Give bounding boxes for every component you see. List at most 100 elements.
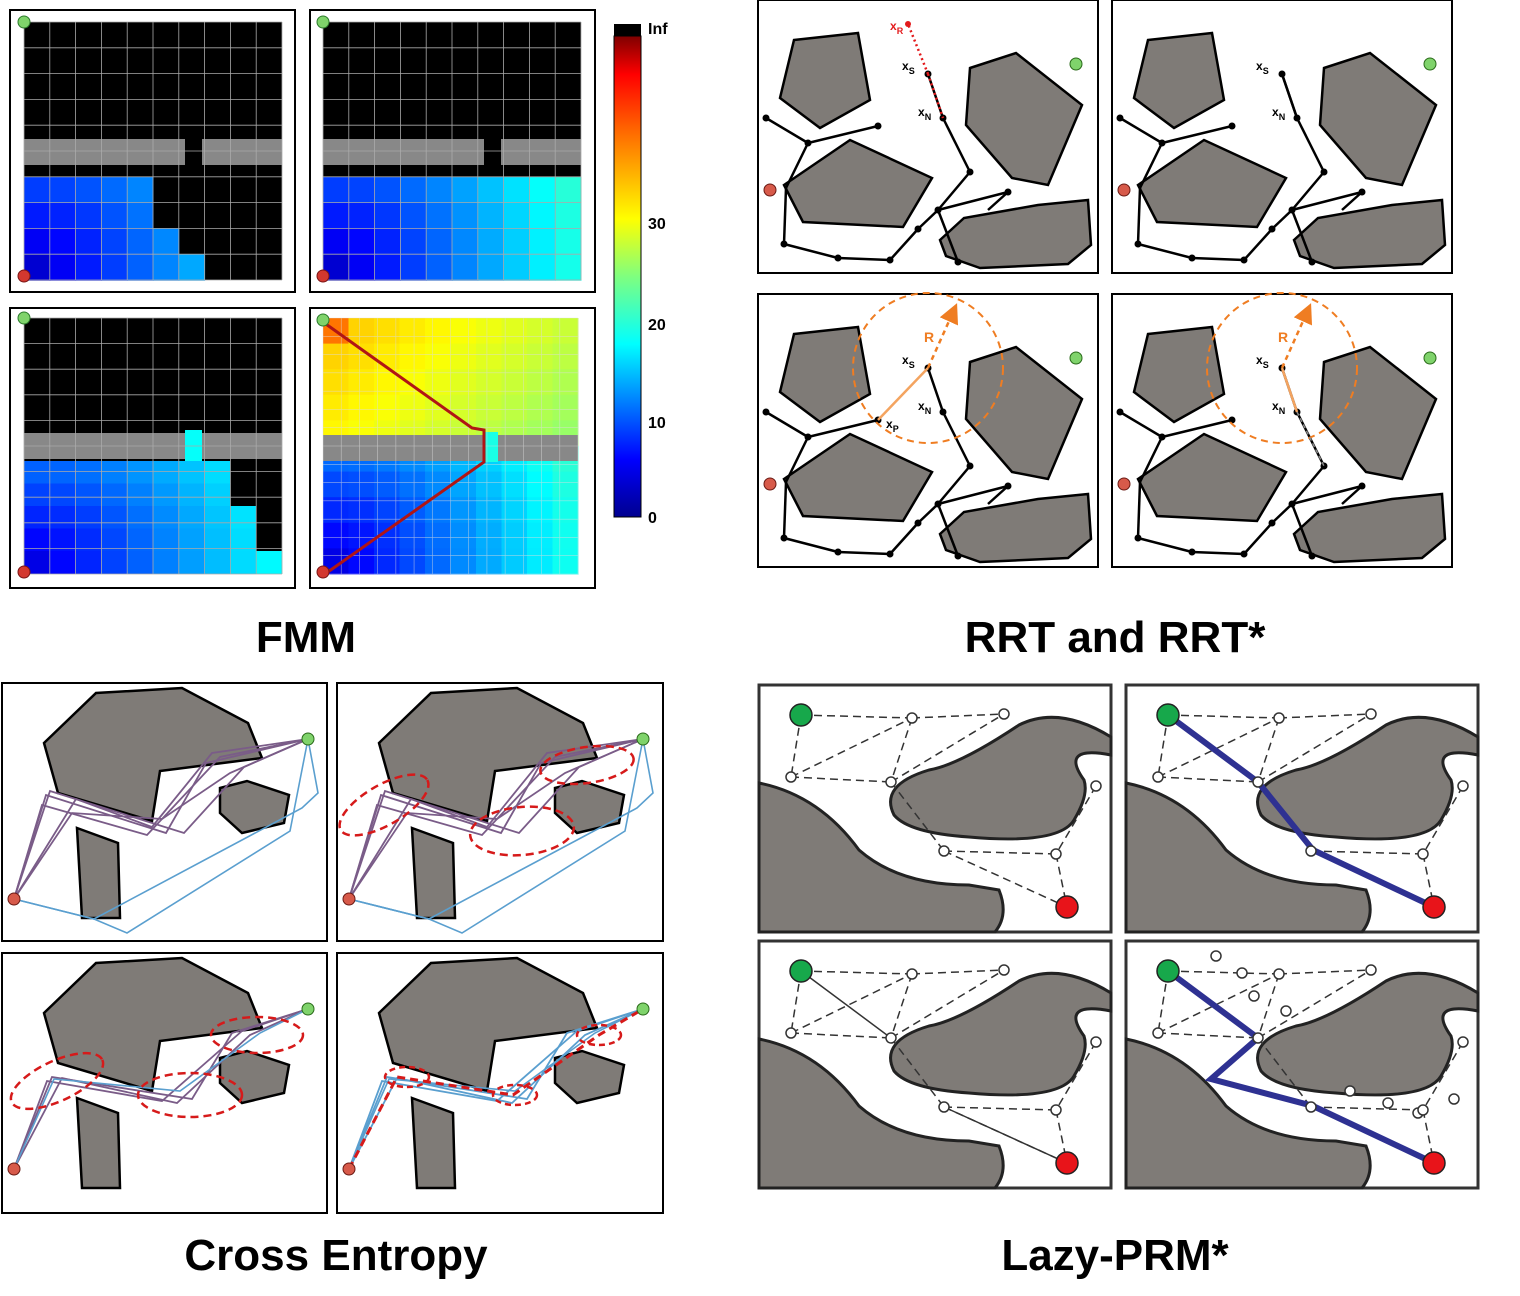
start-marker (1156, 959, 1180, 983)
goal-marker (1055, 895, 1079, 919)
obstacle (1136, 432, 1288, 523)
svg-text:R: R (1278, 329, 1288, 345)
colorbar-tick-30: 30 (648, 216, 666, 233)
fmm-panel-3 (9, 307, 296, 589)
goal-marker (1069, 57, 1083, 71)
roadmap-node (1090, 1036, 1102, 1048)
svg-text:R: R (924, 329, 934, 345)
title-lazy-prm: Lazy-PRM* (1001, 1231, 1229, 1280)
goal-marker (1423, 57, 1437, 71)
roadmap-node (998, 708, 1010, 720)
colorbar-tick-0: 0 (648, 510, 657, 527)
start-marker (17, 311, 31, 325)
roadmap-node (1365, 964, 1377, 976)
start-marker (763, 477, 777, 491)
colorbar-tick-10: 10 (648, 415, 666, 432)
goal-marker (1422, 1151, 1446, 1175)
start-marker (342, 892, 356, 906)
title-rrt: RRT and RRT* (965, 613, 1267, 662)
title-fmm: FMM (256, 613, 356, 662)
cross-entropy-panel-3 (1, 952, 328, 1214)
roadmap-node (998, 964, 1010, 976)
goal-marker (316, 269, 330, 283)
fmm-panel-1 (9, 9, 296, 293)
lazy-prm-panel-1 (757, 683, 1113, 934)
colorbar-tick-inf: Inf (648, 21, 668, 38)
goal-marker (301, 732, 315, 746)
start-marker (1156, 703, 1180, 727)
lazy-prm-panel-4 (1124, 939, 1480, 1190)
obstacle (1136, 138, 1288, 229)
start-marker (7, 892, 21, 906)
roadmap-node (785, 1027, 797, 1039)
goal-marker (636, 732, 650, 746)
start-marker (1117, 183, 1131, 197)
cross-entropy-panel-2 (336, 682, 664, 942)
lazy-prm-panel-2 (1124, 683, 1480, 934)
obstacle (1132, 31, 1226, 130)
goal-marker (1069, 351, 1083, 365)
start-marker (7, 1162, 21, 1176)
obstacle (778, 325, 872, 424)
roadmap-node (1273, 968, 1285, 980)
cross-entropy-panel-1 (1, 682, 328, 942)
goal-marker (316, 565, 330, 579)
fmm-panel-2 (309, 9, 596, 293)
roadmap-node (1305, 845, 1317, 857)
roadmap-node (1050, 1104, 1062, 1116)
goal-marker (1422, 895, 1446, 919)
obstacle (1318, 345, 1438, 481)
roadmap-node (1365, 708, 1377, 720)
roadmap-node (1305, 1101, 1317, 1113)
roadmap-node (1457, 780, 1469, 792)
start-marker (763, 183, 777, 197)
roadmap-node (938, 1101, 950, 1113)
roadmap-node (1152, 1027, 1164, 1039)
obstacle (1318, 51, 1438, 187)
roadmap-node (885, 1032, 897, 1044)
title-cross-entropy: Cross Entropy (184, 1231, 488, 1280)
roadmap-node (1457, 1036, 1469, 1048)
roadmap-node (1273, 712, 1285, 724)
start-marker (316, 15, 330, 29)
roadmap-node (785, 771, 797, 783)
roadmap-node (906, 712, 918, 724)
obstacle (782, 138, 934, 229)
start-marker (1117, 477, 1131, 491)
roadmap-node (885, 776, 897, 788)
fmm-panel-4 (309, 307, 596, 589)
goal-marker (636, 1002, 650, 1016)
goal-marker (17, 565, 31, 579)
roadmap-node (938, 845, 950, 857)
fmm-path (322, 320, 486, 576)
roadmap-node (1252, 776, 1264, 788)
roadmap-node (1152, 771, 1164, 783)
colorbar: Inf 30 20 10 0 (613, 21, 668, 527)
roadmap-node (906, 968, 918, 980)
obstacle (778, 31, 872, 130)
obstacle (782, 432, 934, 523)
roadmap-node (1050, 848, 1062, 860)
obstacle (964, 345, 1084, 481)
start-marker (17, 15, 31, 29)
goal-marker (1423, 351, 1437, 365)
roadmap-node (1417, 848, 1429, 860)
roadmap-node (1090, 780, 1102, 792)
goal-marker (17, 269, 31, 283)
lazy-prm-panel-3 (757, 939, 1113, 1190)
start-marker (789, 703, 813, 727)
goal-marker (301, 1002, 315, 1016)
start-marker (342, 1162, 356, 1176)
roadmap-node (1252, 1032, 1264, 1044)
start-marker (789, 959, 813, 983)
cross-entropy-panel-4 (336, 952, 664, 1214)
start-marker (316, 313, 330, 327)
goal-marker (1055, 1151, 1079, 1175)
colorbar-tick-20: 20 (648, 317, 666, 334)
obstacle (964, 51, 1084, 187)
